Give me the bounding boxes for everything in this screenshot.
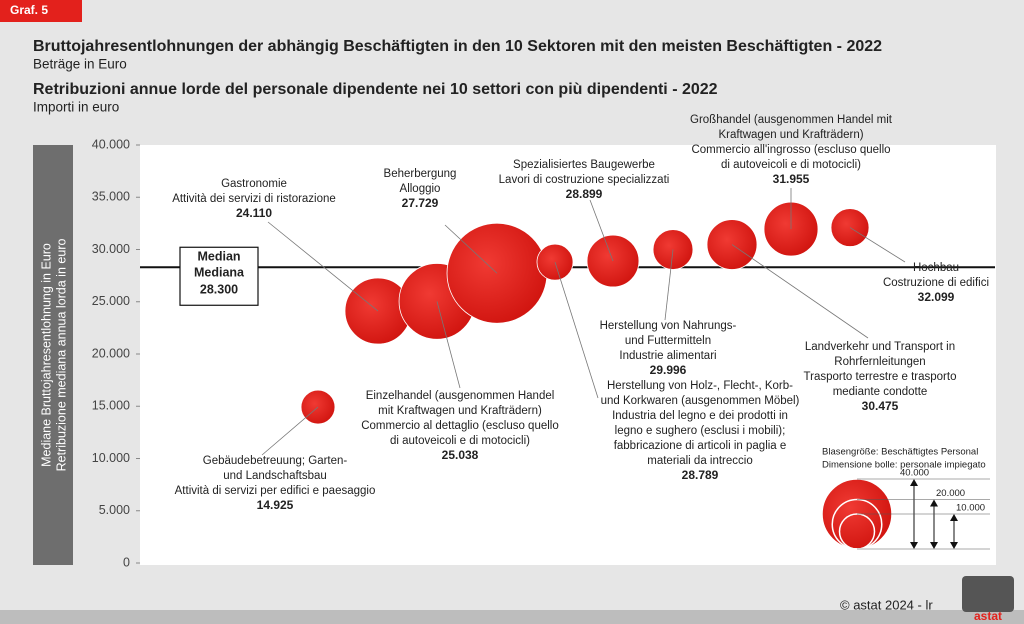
leader-line: [849, 227, 906, 263]
value-label: 30.475: [862, 399, 899, 413]
y-tick-label: 25.000: [92, 294, 130, 308]
leader-line: [664, 249, 674, 321]
y-tick-label: 10.000: [92, 451, 130, 465]
median-box: [179, 246, 259, 306]
title: Bruttojahresentlohnungen der abhängig Be…: [33, 38, 882, 55]
bubble-label: materiali da intreccio: [647, 455, 752, 467]
size-legend-label: 40.000: [900, 468, 929, 479]
y-axis-label: Retribuzione mediana annua lorda in euro: [54, 239, 68, 472]
bubble-label: Einzelhandel (ausgenommen Handel: [366, 390, 555, 402]
bubble-label: Commercio al dettaglio (escluso quello: [361, 420, 559, 432]
footer: © astat 2024 - lr: [840, 597, 933, 612]
bubble-label: Landverkehr und Transport in: [805, 341, 955, 353]
bubble-label: Großhandel (ausgenommen Handel mit: [690, 114, 893, 126]
bubble-label: mit Kraftwagen und Krafträdern): [378, 405, 542, 417]
logo-map: [962, 576, 1014, 612]
bubble-label: Rohrfernleitungen: [834, 356, 925, 368]
median-label: Median: [197, 250, 240, 264]
median-value: 28.300: [200, 283, 238, 297]
value-label: 24.110: [236, 206, 272, 220]
bubble-label: Attività di servizi per edifici e paesag…: [175, 485, 376, 497]
bubble-label: und Landschaftsbau: [223, 470, 327, 482]
subtitle: Beträge in Euro: [33, 57, 127, 72]
leader-line: [444, 224, 498, 274]
badge-box: [0, 0, 82, 22]
bubble-label: Industria del legno e dei prodotti in: [612, 410, 788, 422]
bubble-label: di autoveicoli e di motocicli): [721, 159, 861, 171]
size-legend-label: 10.000: [956, 503, 985, 514]
leader-line: [267, 221, 379, 312]
value-label: 32.099: [918, 290, 955, 304]
y-tick-label: 20.000: [92, 346, 130, 360]
bubble-label: fabbricazione di articoli in paglia e: [614, 440, 787, 452]
bubble-label: Kraftwagen und Krafträdern): [718, 129, 863, 141]
y-tick-label: 30.000: [92, 242, 130, 256]
bubble-label: mediante condotte: [833, 386, 928, 398]
leader-line: [731, 244, 869, 339]
badge: Graf. 5: [10, 3, 48, 17]
bubble-label: Gastronomie: [221, 178, 287, 190]
bubble-label: Herstellung von Nahrungs-: [600, 320, 737, 332]
logo: astat: [974, 609, 1002, 623]
bubble-label: Attività dei servizi di ristorazione: [172, 193, 336, 205]
y-tick-label: 35.000: [92, 190, 130, 204]
median-label: Mediana: [194, 266, 245, 280]
size-legend-label: 20.000: [936, 488, 965, 499]
value-label: 14.925: [257, 498, 294, 512]
value-label: 28.789: [682, 468, 719, 482]
bubble-label: legno e sughero (esclusi i mobili);: [615, 425, 786, 437]
y-axis-band: [33, 145, 73, 565]
value-label: 28.899: [566, 187, 603, 201]
bubble-label: Herstellung von Holz-, Flecht-, Korb-: [607, 380, 793, 392]
bubble: [446, 222, 548, 324]
bubble-label: di autoveicoli e di motocicli): [390, 435, 530, 447]
bubble-label: Spezialisiertes Baugewerbe: [513, 159, 655, 171]
size-legend-arrowhead: [950, 514, 958, 549]
bubble-label: Trasporto terrestre e trasporto: [804, 371, 957, 383]
bubble-label: Lavori di costruzione specializzati: [499, 174, 670, 186]
subtitle-it: Importi in euro: [33, 100, 119, 115]
y-axis-label: Mediane Bruttojahresentlohnung in Euro: [39, 243, 53, 467]
bubble: [830, 208, 870, 247]
value-label: 27.729: [402, 196, 439, 210]
bubble-label: Costruzione di edifici: [883, 277, 989, 289]
leader-line: [554, 262, 599, 399]
value-label: 29.996: [650, 363, 687, 377]
y-tick-label: 0: [123, 555, 130, 569]
footer-bar: [0, 610, 1024, 624]
leader-line: [261, 406, 319, 456]
bubble-label: Alloggio: [400, 183, 441, 195]
y-tick-label: 5.000: [99, 503, 130, 517]
size-legend-title: Blasengröße: Beschäftigtes Personal: [822, 447, 978, 458]
bubble-label: und Korkwaren (ausgenommen Möbel): [601, 395, 800, 407]
size-legend-arrowhead: [910, 479, 918, 549]
bubble-label: Industrie alimentari: [619, 350, 716, 362]
bubble-label: Commercio all'ingrosso (escluso quello: [691, 144, 890, 156]
leader-line: [589, 199, 614, 262]
bubble-label: und Futtermitteln: [625, 335, 711, 347]
value-label: 25.038: [442, 448, 479, 462]
bubble-label: Beherbergung: [384, 168, 457, 180]
bubble-label: Hochbau: [913, 262, 959, 274]
bubble-label: Gebäudebetreuung; Garten-: [203, 455, 348, 467]
size-legend-title: Dimensione bolle: personale impiegato: [822, 460, 986, 471]
value-label: 31.955: [773, 172, 810, 186]
leader-line: [436, 301, 461, 389]
y-tick-label: 40.000: [92, 137, 130, 151]
y-tick-label: 15.000: [92, 399, 130, 413]
title-it: Retribuzioni annue lorde del personale d…: [33, 81, 718, 98]
